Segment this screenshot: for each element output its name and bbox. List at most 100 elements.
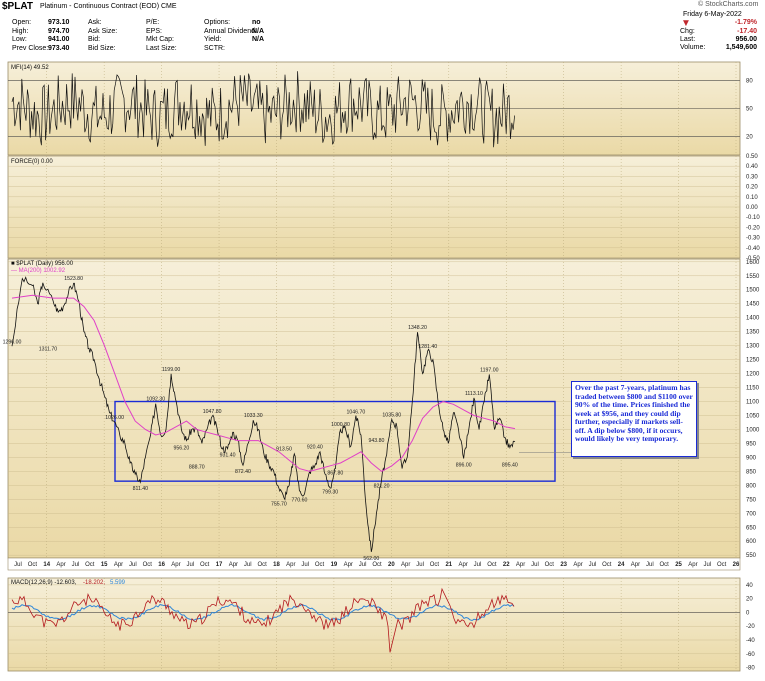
y-tick-label: -0.20 — [746, 225, 760, 231]
macd-hist-legend: 5.599 — [110, 580, 126, 586]
y-tick-label: 1100 — [746, 400, 760, 406]
macd-signal-line — [11, 603, 515, 622]
x-tick-label: Oct — [143, 562, 153, 568]
price-annotation: 931.40 — [220, 453, 236, 459]
x-tick-label: Oct — [85, 562, 95, 568]
price-annotation: 1046.70 — [347, 409, 366, 415]
down-arrow-icon: ▼ — [681, 18, 691, 29]
x-tick-label: 25 — [675, 562, 682, 568]
y-tick-label: 1300 — [746, 344, 760, 350]
change-pct: -1.79% — [734, 19, 757, 26]
x-tick-label: Oct — [717, 562, 727, 568]
quote-values-right: no N/A N/A — [252, 19, 265, 43]
x-tick-label: Apr — [229, 562, 238, 568]
change-label: Chg: — [680, 28, 695, 35]
price-annotation: 1033.30 — [244, 413, 263, 419]
y-tick-label: 0.00 — [746, 205, 758, 211]
x-tick-label: 14 — [43, 562, 50, 568]
y-tick-label: 0.50 — [746, 154, 758, 160]
x-tick-label: Jul — [589, 562, 597, 568]
price-annotation: 1000.80 — [331, 422, 350, 428]
y-tick-label: -0.40 — [746, 246, 760, 252]
y-tick-label: 700 — [746, 511, 757, 517]
y-tick-label: 900 — [746, 455, 757, 461]
x-tick-label: Jul — [359, 562, 367, 568]
quote-labels-mid2: P/E: EPS: Mkt Cap: Last Size: — [146, 19, 177, 52]
last-value: 956.00 — [735, 36, 757, 43]
x-tick-label: Oct — [602, 562, 612, 568]
price-annotation: 1348.20 — [408, 325, 427, 331]
x-tick-label: 18 — [273, 562, 280, 568]
x-tick-label: Oct — [430, 562, 440, 568]
y-tick-label: 0 — [746, 610, 750, 616]
price-annotation: 1296.00 — [3, 340, 22, 346]
price-annotation: 1092.30 — [146, 397, 165, 403]
y-tick-label: 0.30 — [746, 174, 758, 180]
x-tick-label: Apr — [171, 562, 180, 568]
y-tick-label: 800 — [746, 483, 757, 489]
source-credit: © StockCharts.com — [698, 1, 759, 8]
x-tick-label: 22 — [503, 562, 510, 568]
price-legend: ■ $PLAT (Daily) 956.00 — [11, 261, 74, 267]
macd-line — [11, 587, 515, 653]
x-tick-label: Jul — [646, 562, 654, 568]
x-tick-label: 17 — [216, 562, 223, 568]
callout-text: Over the past 7-years, platinum has trad… — [575, 383, 693, 443]
x-tick-label: 19 — [331, 562, 338, 568]
x-tick-label: Jul — [186, 562, 194, 568]
x-tick-label: Apr — [688, 562, 697, 568]
x-tick-label: 21 — [445, 562, 452, 568]
y-tick-label: -20 — [746, 624, 755, 630]
x-tick-label: 23 — [560, 562, 567, 568]
x-tick-label: Jul — [301, 562, 309, 568]
y-tick-label: 1200 — [746, 372, 760, 378]
x-tick-label: Apr — [516, 562, 525, 568]
price-annotation: 913.50 — [276, 447, 292, 453]
price-annotation: 770.60 — [291, 498, 307, 504]
y-tick-label: -0.30 — [746, 236, 760, 242]
x-tick-label: Jul — [531, 562, 539, 568]
y-tick-label: 80 — [746, 79, 753, 85]
x-tick-label: Jul — [703, 562, 711, 568]
x-tick-label: Apr — [344, 562, 353, 568]
x-tick-label: Jul — [14, 562, 22, 568]
mfi-line — [11, 71, 515, 148]
price-annotation: 1197.00 — [480, 367, 498, 373]
price-line — [11, 276, 516, 552]
panel-4 — [7, 577, 741, 672]
volume-label: Volume: — [680, 44, 706, 51]
y-tick-label: 1250 — [746, 358, 760, 364]
price-annotation: 1311.70 — [39, 346, 57, 352]
x-tick-label: Oct — [28, 562, 38, 568]
price-annotation: 799.30 — [322, 490, 338, 496]
y-tick-label: 50 — [746, 107, 753, 113]
x-tick-label: Oct — [545, 562, 555, 568]
price-annotation: 867.80 — [327, 470, 343, 476]
x-tick-label: Oct — [660, 562, 670, 568]
x-tick-label: 15 — [101, 562, 108, 568]
x-tick-label: Apr — [631, 562, 640, 568]
y-tick-label: 650 — [746, 525, 757, 531]
chart-header: $PLAT Platinum - Continuous Contract (EO… — [0, 0, 765, 55]
quote-labels-mid: Ask: Ask Size: Bid: Bid Size: — [88, 19, 118, 52]
price-annotation: 896.00 — [456, 463, 472, 469]
y-tick-label: 1600 — [746, 260, 760, 266]
x-tick-label: Oct — [315, 562, 325, 568]
y-tick-label: 20 — [746, 134, 753, 140]
price-annotation: 1047.80 — [203, 409, 222, 415]
ma200-line — [11, 294, 516, 473]
x-tick-label: Apr — [401, 562, 410, 568]
x-tick-label: Oct — [257, 562, 267, 568]
symbol: $PLAT — [2, 1, 33, 12]
y-tick-label: 550 — [746, 553, 757, 559]
x-tick-label: Jul — [129, 562, 137, 568]
price-annotation: 1281.40 — [418, 344, 437, 350]
price-annotation: 895.40 — [502, 463, 518, 469]
y-tick-label: 1350 — [746, 330, 760, 336]
x-tick-label: Apr — [458, 562, 467, 568]
x-tick-label: Jul — [244, 562, 252, 568]
price-annotation: 811.40 — [133, 486, 149, 492]
y-tick-label: -60 — [746, 652, 755, 658]
price-annotation: 956.20 — [173, 446, 189, 452]
